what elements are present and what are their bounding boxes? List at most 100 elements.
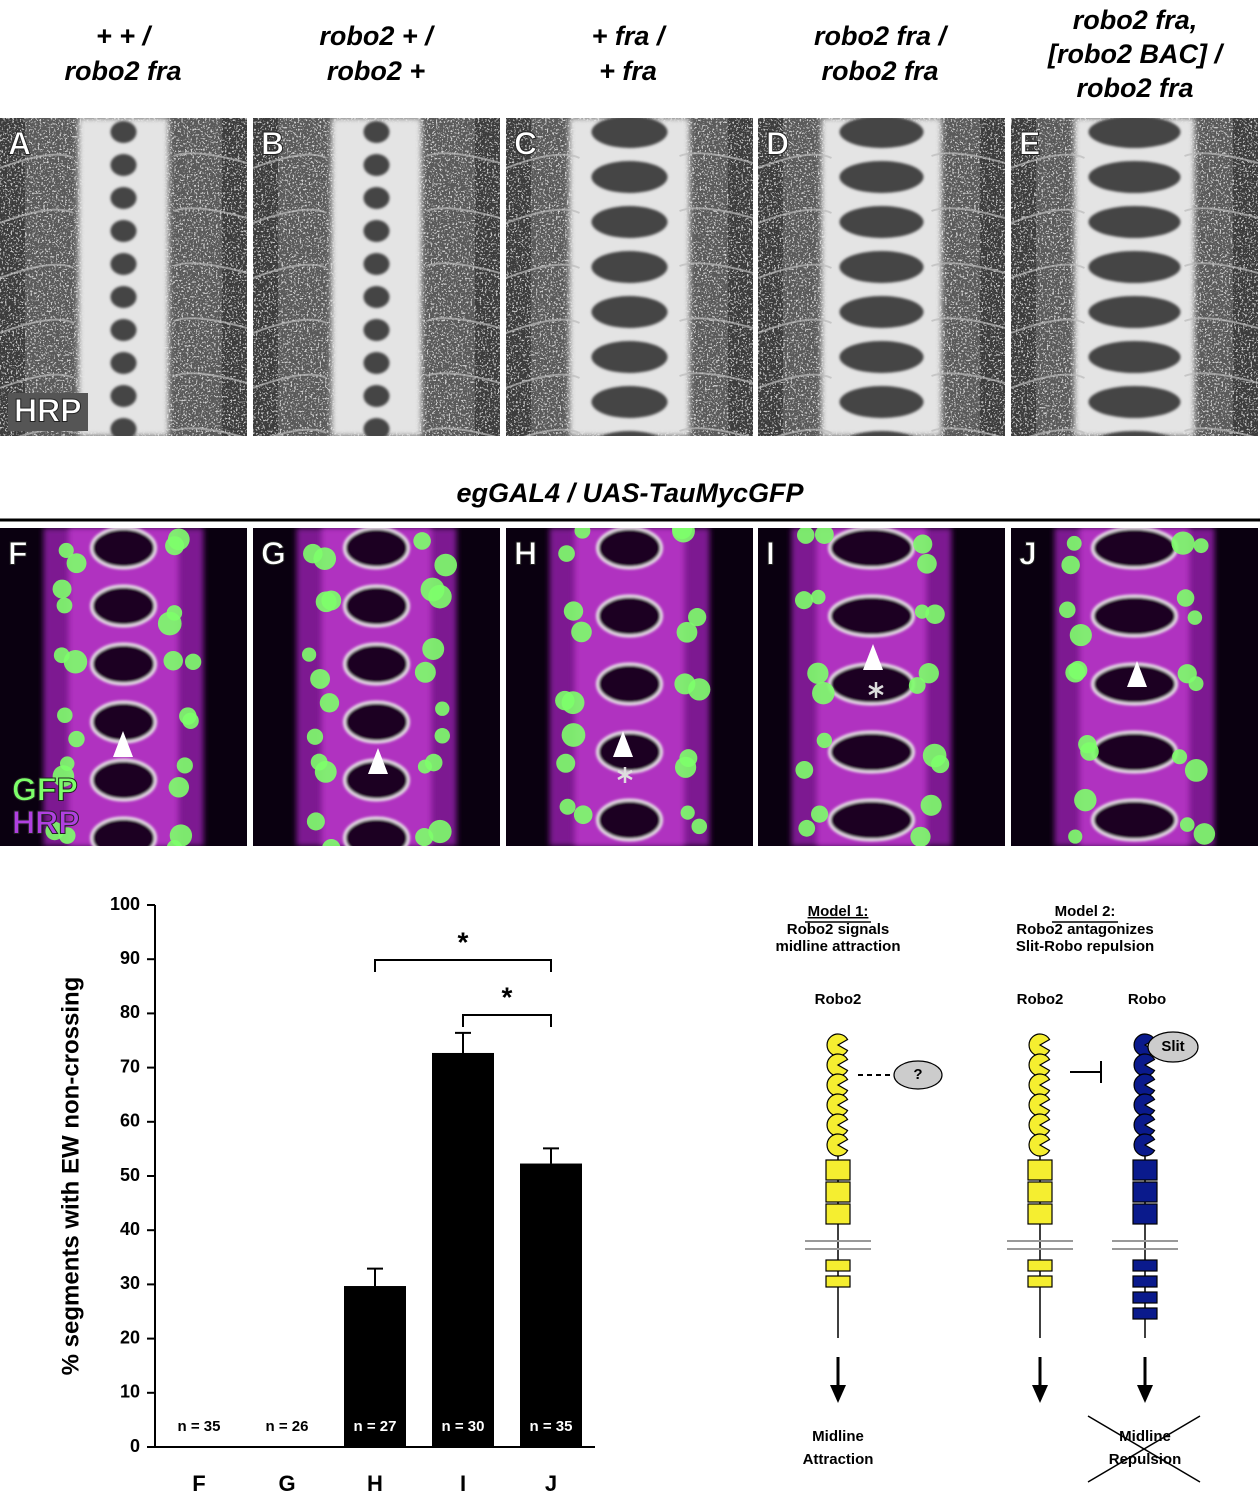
commissure-gap — [110, 187, 137, 209]
cyto-domain — [1027, 1275, 1053, 1288]
gfp-cell — [57, 707, 73, 723]
axon-ring — [598, 868, 662, 908]
ig-domain — [826, 1133, 849, 1157]
commissure-gap — [601, 431, 658, 436]
commissure-gap — [363, 121, 390, 143]
diagram-text: ? — [913, 1066, 922, 1083]
commissure-gap — [363, 253, 390, 275]
diagram-text: Slit — [1161, 1038, 1184, 1055]
image-content — [506, 528, 753, 908]
gfp-cell — [1065, 874, 1082, 891]
gfp-cell — [672, 528, 693, 540]
genotype-label: + fra — [599, 56, 657, 86]
gfp-cell — [555, 690, 575, 711]
gfp-cell — [53, 647, 70, 664]
stain-label: HRP — [14, 392, 82, 428]
significance-label: * — [458, 926, 469, 957]
gfp-cell — [918, 663, 939, 684]
x-tick-label: F — [192, 1471, 205, 1496]
bar — [520, 1163, 582, 1447]
gfp-cell — [563, 601, 584, 621]
cyto-domain — [825, 1259, 851, 1272]
bar — [432, 1052, 494, 1447]
membrane — [805, 1240, 871, 1250]
commissure-gap — [839, 206, 924, 238]
commissure-gap — [110, 220, 137, 242]
gfp-cell — [1196, 884, 1211, 899]
gfp-cell — [1179, 817, 1195, 832]
gfp-cell — [1172, 749, 1188, 765]
axon-ring — [828, 594, 915, 638]
gfp-cell — [920, 794, 942, 816]
diagram-text: Midline — [1119, 1428, 1171, 1445]
gfp-cell — [561, 723, 586, 747]
error-bar — [367, 1267, 383, 1287]
nerve — [1011, 152, 1258, 169]
gfp-cell — [676, 621, 698, 643]
nerve — [253, 207, 500, 224]
commissure-gap — [1088, 251, 1181, 283]
nerve — [1011, 317, 1258, 334]
gfp-cell — [435, 701, 450, 716]
diagram-text: Robo2 — [815, 991, 862, 1008]
arrowhead — [1127, 661, 1147, 687]
nerve — [506, 262, 753, 279]
commissure-gap — [363, 286, 390, 308]
x-tick-label: G — [278, 1471, 295, 1496]
gfp-cell — [1078, 735, 1097, 754]
commissure-gap — [839, 118, 924, 148]
gfp-image — [1011, 528, 1258, 899]
gfp-cell — [674, 756, 697, 778]
axon-ring — [90, 528, 157, 570]
commissure-gap — [1088, 206, 1181, 238]
gfp-cell — [58, 827, 76, 844]
hrp-image — [253, 118, 500, 436]
ig-domain — [1133, 1113, 1156, 1137]
fn-domain — [825, 1181, 851, 1203]
gfp-cell — [688, 678, 711, 701]
commissure-gap — [363, 187, 390, 209]
commissure-gap — [1088, 296, 1181, 328]
gfp-cell — [314, 760, 337, 783]
gfp-cell — [1177, 864, 1194, 881]
y-tick-label: 70 — [120, 1056, 140, 1076]
ig-domain — [1028, 1033, 1051, 1057]
axon-ring — [828, 730, 915, 774]
arrowhead — [113, 731, 133, 757]
gfp-cell — [434, 728, 450, 744]
ig-domain — [826, 1093, 849, 1117]
cyto-domain — [1132, 1259, 1158, 1272]
gfp-image — [506, 528, 753, 908]
axon-ring — [90, 642, 157, 686]
gfp-cell — [814, 528, 834, 544]
commissure-gap — [110, 319, 137, 341]
ligand — [1147, 1031, 1199, 1063]
arrow-head — [1032, 1385, 1048, 1403]
nerve — [270, 427, 497, 436]
commissure-gap — [591, 206, 668, 238]
genotype-label: + fra / — [592, 21, 667, 51]
arrowhead — [368, 748, 388, 774]
asterisk — [617, 767, 633, 783]
cross-out — [1087, 1415, 1201, 1483]
nerve — [523, 427, 750, 436]
gfp-cell — [807, 662, 829, 684]
gfp-cell — [306, 812, 325, 831]
commissure-gap — [591, 251, 668, 283]
arrow-head — [830, 1385, 846, 1403]
nerve — [0, 207, 247, 224]
error-bar — [455, 1031, 471, 1053]
hrp-image — [758, 118, 1005, 436]
commissure-gap — [110, 121, 137, 143]
commissure-gap — [1088, 386, 1181, 418]
commissure-gap — [1088, 341, 1181, 373]
nerve — [1011, 372, 1258, 389]
diagram-text: Robo2 antagonizes — [1016, 921, 1154, 938]
fn-domain — [1027, 1181, 1053, 1203]
nerve — [758, 152, 1005, 169]
ig-domain — [826, 1113, 849, 1137]
gfp-cell — [810, 805, 829, 823]
arrowhead — [863, 644, 883, 670]
gfp-cell — [1065, 662, 1086, 683]
